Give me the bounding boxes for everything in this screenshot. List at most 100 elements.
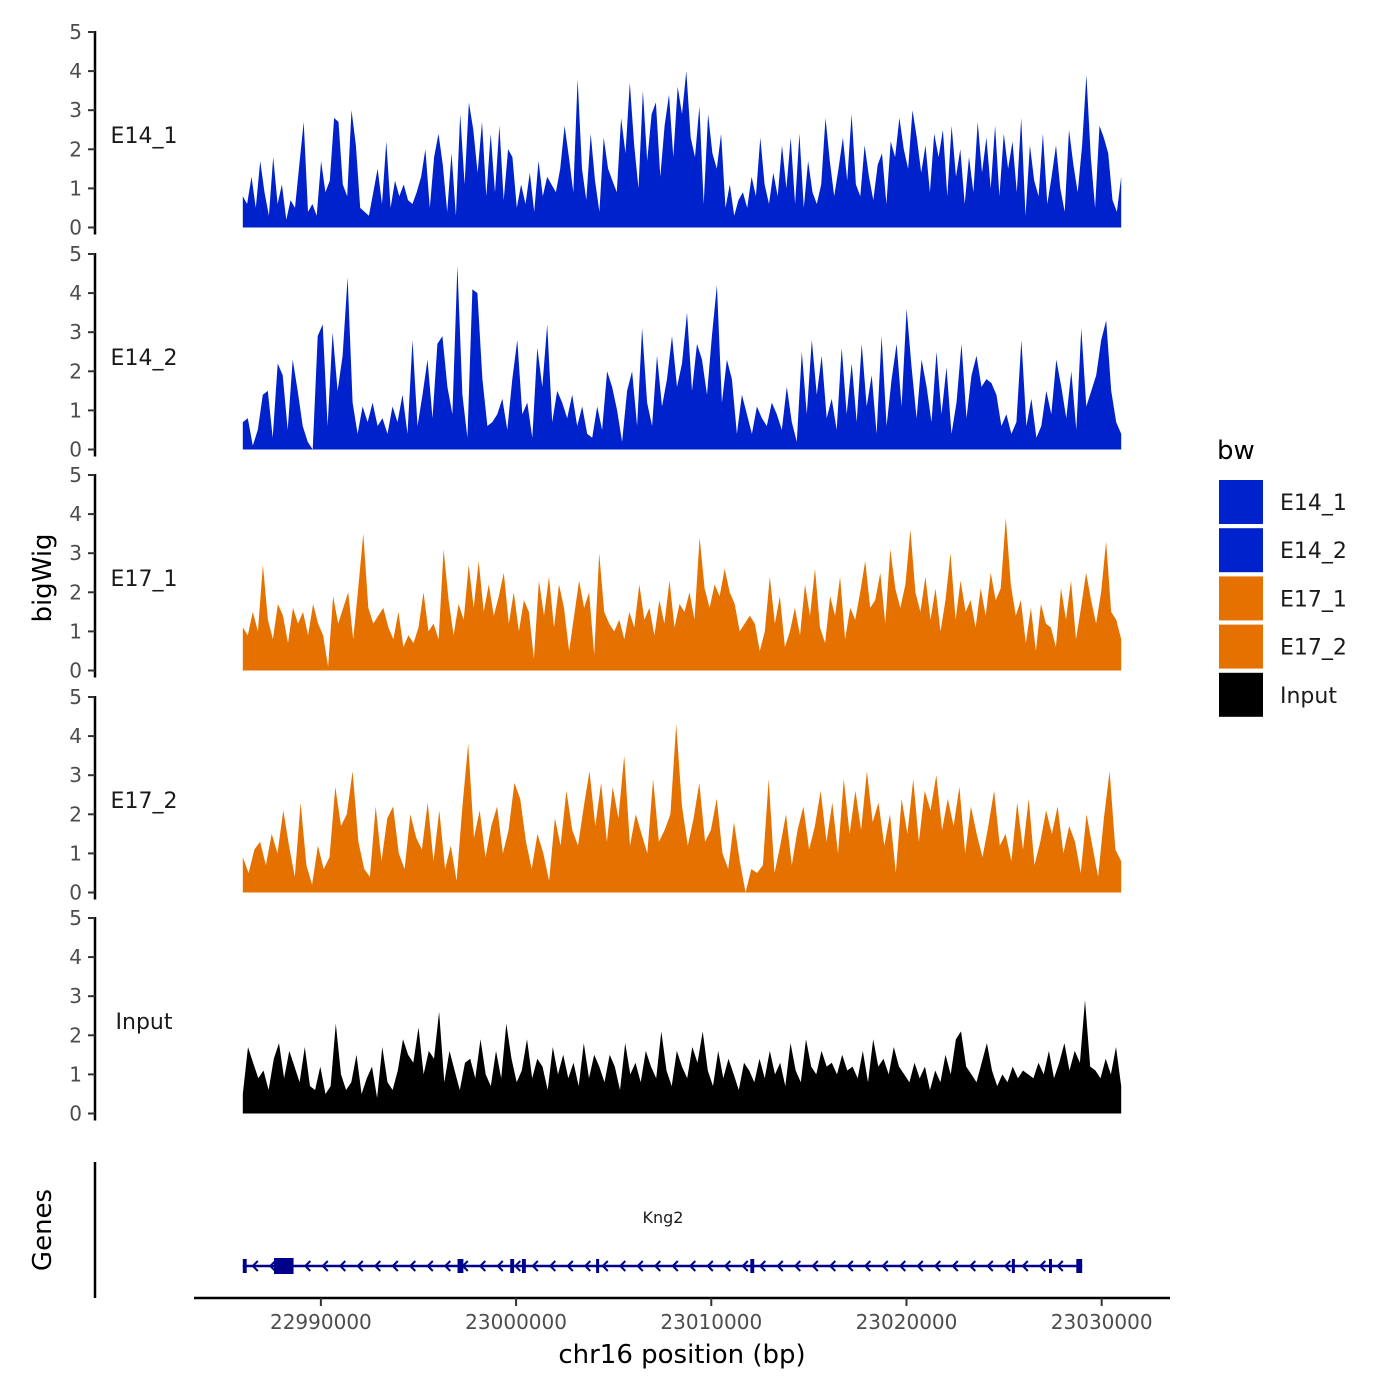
strand-arrow (548, 1260, 557, 1272)
y-tick-label: 4 (69, 59, 82, 83)
x-tick-label: 23010000 (660, 1310, 762, 1334)
signal-tracks: 0 1 2 3 4 5 E14_1 0 1 2 3 4 5 E14_2 0 1 2 3 4 5 E17_1 0 1 2 3 4 5 E… (69, 20, 1122, 1126)
strand-arrow (793, 1260, 802, 1272)
strand-arrow (496, 1260, 504, 1272)
strand-arrow (1003, 1260, 1012, 1272)
strand-arrow (513, 1260, 522, 1272)
y-tick-label: 0 (69, 881, 82, 905)
y-tick-label: 2 (69, 802, 82, 826)
strand-arrow (583, 1260, 592, 1272)
strand-arrow (618, 1260, 627, 1272)
strand-arrow (933, 1260, 942, 1272)
strand-arrow (251, 1260, 259, 1272)
legend-label-E14_2: E14_2 (1280, 539, 1347, 564)
y-tick-label: 3 (69, 98, 82, 122)
gene-exon (510, 1259, 515, 1273)
y-tick-label: 5 (69, 20, 82, 44)
strand-arrow (653, 1260, 662, 1272)
strand-arrow (636, 1260, 644, 1272)
x-tick-label: 22990000 (270, 1310, 372, 1334)
gene-exon (1011, 1259, 1015, 1273)
strand-arrow (741, 1260, 749, 1272)
gene-exon (1048, 1259, 1052, 1273)
y-tick-label: 3 (69, 541, 82, 565)
y-tick-label: 1 (69, 841, 82, 865)
legend-swatch-E17_1 (1219, 576, 1263, 621)
legend-swatch-E14_1 (1219, 480, 1263, 524)
area-E14_2 (242, 265, 1122, 450)
gene-track-title: Genes (28, 1189, 58, 1271)
y-tick-label: 5 (69, 685, 82, 709)
y-tick-label: 1 (69, 398, 82, 422)
track-E14_1: 0 1 2 3 4 5 E14_1 (69, 20, 1122, 240)
strand-arrow (846, 1260, 854, 1272)
gene-exon (274, 1258, 294, 1274)
track-E14_2: 0 1 2 3 4 5 E14_2 (69, 242, 1122, 462)
strand-arrow (338, 1260, 347, 1272)
strand-arrow (828, 1260, 837, 1272)
x-tick-label: 23030000 (1051, 1310, 1153, 1334)
gene-track: Genes Kng2 (28, 1162, 1083, 1298)
strand-arrow (723, 1260, 732, 1272)
y-tick-label: 1 (69, 619, 82, 643)
strand-arrow (688, 1260, 697, 1272)
gene-exon (750, 1259, 755, 1273)
y-tick-label: 1 (69, 1062, 82, 1086)
area-E17_1 (242, 518, 1122, 671)
y-tick-label: 4 (69, 281, 82, 305)
x-axis-title: chr16 position (bp) (558, 1340, 805, 1370)
strand-arrow (1056, 1260, 1064, 1272)
strand-arrow (566, 1260, 574, 1272)
strand-arrow (968, 1260, 977, 1272)
track-E17_2: 0 1 2 3 4 5 E17_2 (69, 685, 1122, 905)
strand-arrow (1038, 1260, 1047, 1272)
legend-title: bw (1217, 436, 1255, 466)
legend-items: E14_1 E14_2 E17_1 E17_2 Input (1219, 480, 1347, 717)
strand-arrow (356, 1260, 364, 1272)
strand-arrow (408, 1260, 417, 1272)
y-tick-label: 0 (69, 1102, 82, 1126)
x-tick-label: 23020000 (856, 1310, 958, 1334)
strand-arrow (951, 1260, 959, 1272)
track-label-E14_1: E14_1 (111, 124, 178, 149)
gene-label: Kng2 (643, 1208, 684, 1227)
gene-exon (457, 1259, 464, 1273)
x-tick-label: 23000000 (465, 1310, 567, 1334)
y-tick-label: 3 (69, 763, 82, 787)
track-label-E17_1: E17_1 (111, 567, 178, 592)
strand-arrow (601, 1260, 609, 1272)
y-tick-label: 5 (69, 463, 82, 487)
y-tick-label: 3 (69, 984, 82, 1008)
track-label-E14_2: E14_2 (111, 346, 178, 371)
gene-body (242, 1258, 1083, 1274)
gene-exon (521, 1259, 526, 1273)
legend-label-E17_1: E17_1 (1280, 587, 1347, 612)
gene-exon (1076, 1259, 1083, 1273)
strand-arrow (776, 1260, 784, 1272)
legend-swatch-Input (1219, 672, 1263, 717)
gene-exon (596, 1259, 600, 1273)
y-tick-label: 4 (69, 724, 82, 748)
strand-arrow (671, 1260, 679, 1272)
strand-arrow (706, 1260, 714, 1272)
strand-arrow (426, 1260, 434, 1272)
y-tick-label: 5 (69, 242, 82, 266)
track-Input: 0 1 2 3 4 5 Input (69, 906, 1122, 1126)
gene-exon (242, 1259, 247, 1273)
strand-arrow (986, 1260, 994, 1272)
x-axis: 22990000 23000000 23010000 23020000 23030000… (194, 1296, 1170, 1370)
strand-arrow (478, 1260, 487, 1272)
strand-arrow (811, 1260, 819, 1272)
strand-arrow (758, 1260, 767, 1272)
y-tick-label: 2 (69, 137, 82, 161)
strand-arrow (531, 1260, 539, 1272)
y-tick-label: 0 (69, 438, 82, 462)
y-tick-label: 0 (69, 216, 82, 240)
legend-swatch-E14_2 (1219, 528, 1263, 573)
y-tick-label: 4 (69, 945, 82, 969)
y-tick-label: 4 (69, 502, 82, 526)
track-label-E17_2: E17_2 (111, 789, 178, 814)
strand-arrow (881, 1260, 889, 1272)
y-tick-label: 2 (69, 359, 82, 383)
y-tick-label: 2 (69, 580, 82, 604)
